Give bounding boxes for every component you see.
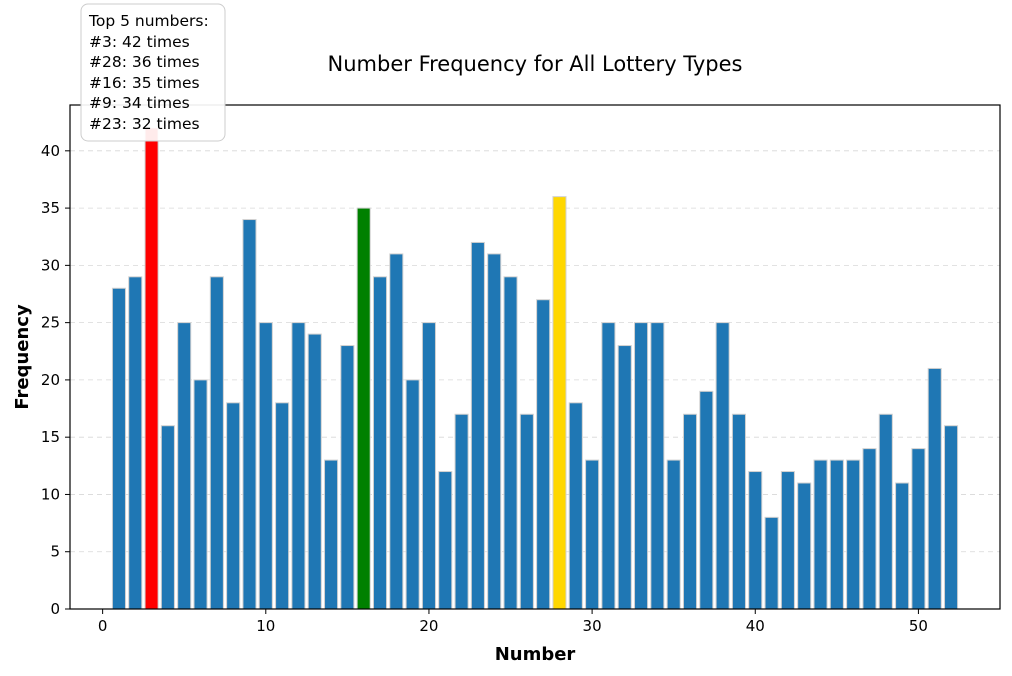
bar-number-49 (895, 482, 910, 610)
annotation-line: #23: 32 times (89, 115, 200, 133)
bar-number-34 (650, 322, 665, 610)
y-tick-label: 35 (41, 199, 60, 217)
y-tick-label: 15 (41, 428, 60, 446)
bar-number-14 (324, 459, 339, 610)
bar-number-3 (144, 127, 159, 610)
bar-number-22 (454, 413, 469, 610)
top-numbers-annotation: Top 5 numbers: #3: 42 times #28: 36 time… (80, 3, 226, 142)
bar-number-16 (356, 207, 371, 610)
bar-number-40 (748, 471, 763, 610)
bar-number-25 (503, 276, 518, 610)
bar-number-43 (797, 482, 812, 610)
y-axis-title: Frequency (12, 304, 33, 410)
annotation-line: #16: 35 times (89, 74, 200, 92)
bar-number-45 (829, 459, 844, 610)
x-axis-title: Number (495, 644, 576, 665)
y-tick-label: 10 (41, 485, 60, 503)
bar-number-8 (226, 402, 241, 610)
x-tick-label: 20 (419, 617, 438, 635)
annotation-line: Top 5 numbers: (88, 12, 209, 30)
chart-title: Number Frequency for All Lottery Types (328, 52, 743, 76)
bar-number-29 (568, 402, 583, 610)
x-tick-label: 10 (256, 617, 275, 635)
bar-number-46 (846, 459, 861, 610)
bar-number-47 (862, 448, 877, 610)
bar-number-11 (275, 402, 290, 610)
bar-number-52 (944, 425, 959, 610)
x-tick-label: 40 (746, 617, 765, 635)
x-tick-label: 50 (909, 617, 928, 635)
bar-number-50 (911, 448, 926, 610)
bar-number-6 (193, 379, 208, 610)
bar-number-51 (927, 367, 942, 610)
bar-number-4 (160, 425, 175, 610)
bar-number-42 (780, 471, 795, 610)
y-tick-label: 25 (41, 314, 60, 332)
annotation-line: #9: 34 times (89, 94, 190, 112)
bar-number-7 (209, 276, 224, 610)
x-tick-label: 0 (98, 617, 108, 635)
annotation-line: #3: 42 times (89, 33, 190, 51)
bar-number-28 (552, 196, 567, 610)
bar-number-10 (258, 322, 273, 610)
annotation-box (80, 3, 226, 142)
annotation-line: #28: 36 times (89, 53, 200, 71)
y-tick-label: 5 (50, 543, 60, 561)
bar-number-38 (715, 322, 730, 610)
y-tick-label: 20 (41, 371, 60, 389)
bar-number-2 (128, 276, 143, 610)
bar-number-23 (470, 241, 485, 610)
plot-frame (69, 104, 1001, 610)
bar-number-37 (699, 390, 714, 610)
bar-number-30 (585, 459, 600, 610)
bar-number-27 (536, 299, 551, 610)
y-tick-label: 0 (50, 600, 60, 618)
bar-number-5 (177, 322, 192, 610)
bar-number-32 (617, 345, 632, 610)
bar-number-21 (438, 471, 453, 610)
bar-number-35 (666, 459, 681, 610)
bar-number-44 (813, 459, 828, 610)
bar-number-1 (111, 287, 126, 610)
bar-number-9 (242, 219, 257, 610)
bar-number-12 (291, 322, 306, 610)
bar-number-15 (340, 345, 355, 610)
bar-number-20 (421, 322, 436, 610)
y-tick-label: 30 (41, 256, 60, 274)
bar-number-36 (682, 413, 698, 610)
bar-number-26 (519, 413, 534, 610)
bar-number-41 (764, 516, 779, 610)
bar-number-33 (634, 322, 649, 610)
x-axis-ticks: 0 10 20 30 40 50 (98, 609, 928, 635)
bar-number-31 (601, 322, 616, 610)
bar-number-39 (731, 413, 746, 610)
y-axis-ticks: 0 5 10 15 20 25 30 35 40 (41, 142, 70, 618)
bar-number-24 (487, 253, 502, 610)
bar-number-48 (878, 413, 893, 610)
bar-number-17 (372, 276, 388, 610)
grid-lines (70, 150, 1000, 610)
x-tick-label: 30 (583, 617, 602, 635)
bar-number-18 (389, 253, 404, 610)
bar-number-19 (405, 379, 420, 610)
bar-number-13 (307, 333, 322, 610)
y-tick-label: 40 (41, 142, 60, 160)
bars (111, 127, 959, 610)
